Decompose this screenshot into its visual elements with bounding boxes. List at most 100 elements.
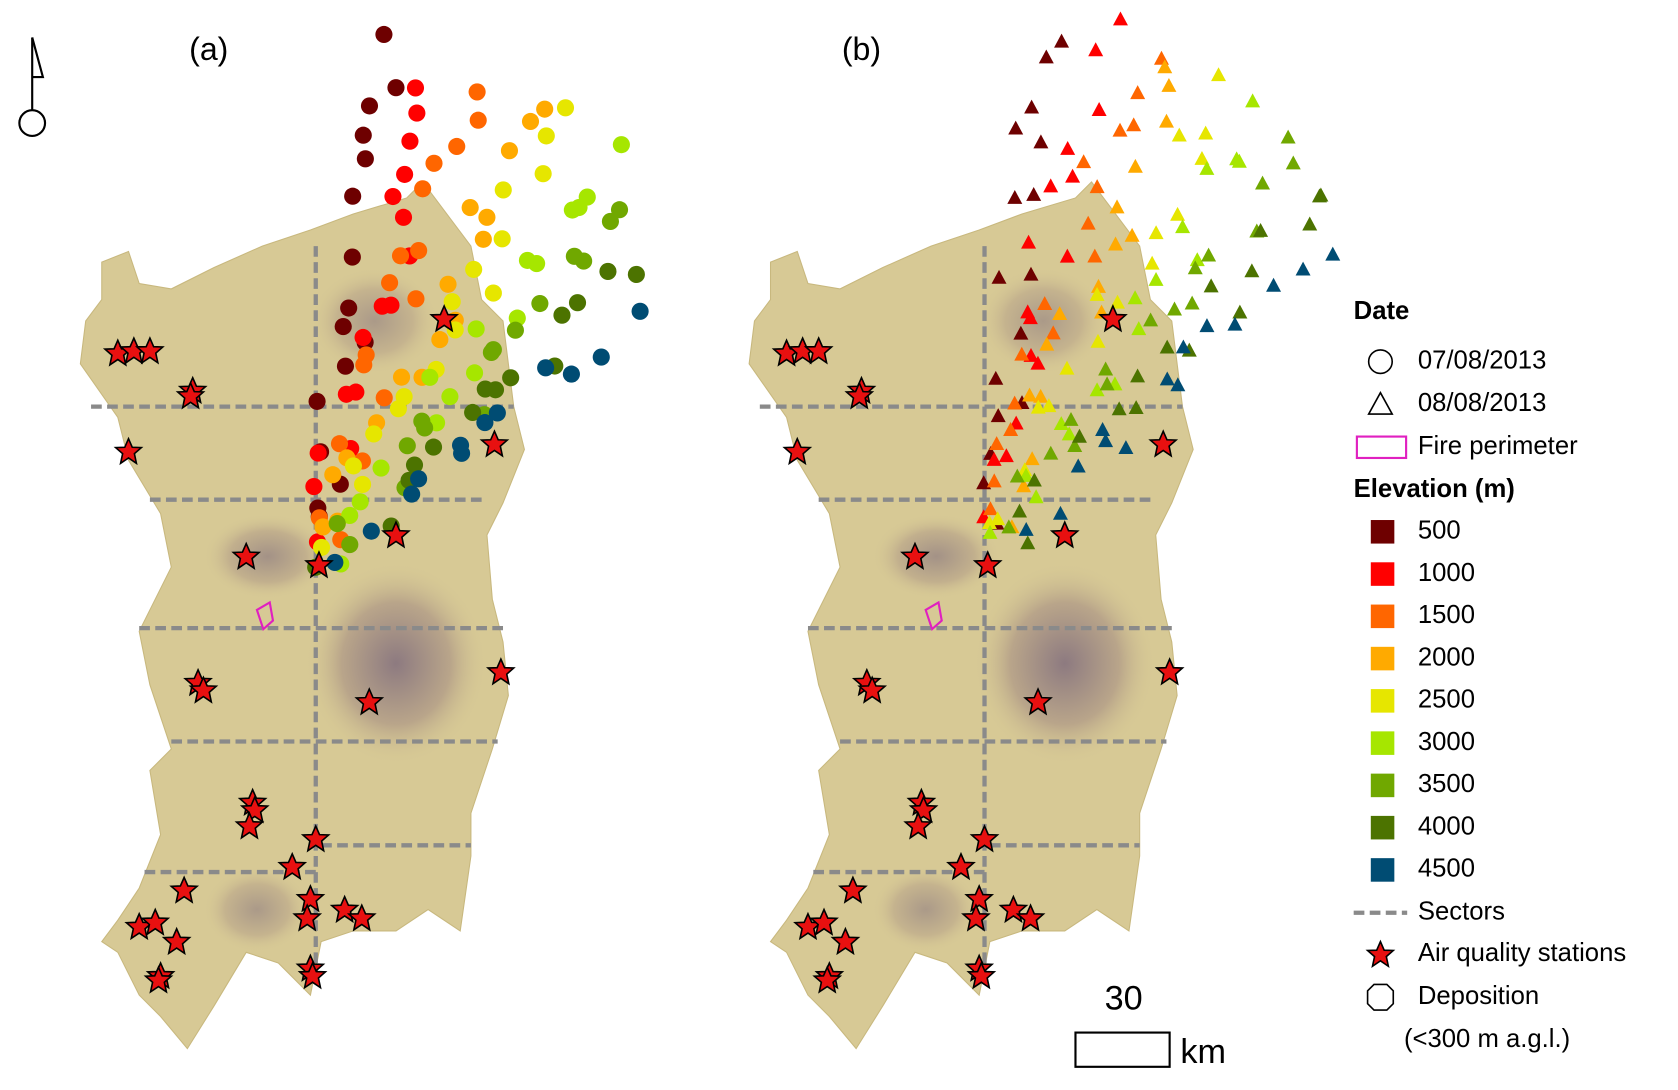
legend-swatch [1370, 858, 1395, 882]
trajectory-point [1026, 472, 1042, 487]
trajectory-point [1061, 426, 1077, 441]
legend-swatch [1370, 562, 1395, 586]
trajectory-point [1203, 278, 1219, 293]
trajectory-point [1041, 398, 1057, 413]
trajectory-point [1227, 316, 1243, 331]
trajectory-point [1109, 199, 1125, 214]
trajectory-point [410, 241, 428, 260]
trajectories-a [305, 25, 649, 576]
trajectory-point [500, 142, 519, 160]
trajectory-point [494, 181, 512, 199]
trajectory-point [1098, 433, 1114, 448]
trajectory-point [1311, 188, 1327, 203]
legend-label: 07/08/2013 [1418, 346, 1547, 374]
trajectory-point [1148, 225, 1164, 240]
trajectory-point [1063, 412, 1079, 426]
trajectory-point [424, 438, 443, 456]
trajectory-point [1071, 428, 1087, 443]
trajectory-point [1067, 438, 1083, 453]
trajectory-point [476, 380, 494, 398]
trajectory-point [1088, 42, 1104, 57]
trajectory-point [1199, 318, 1215, 333]
trajectory-point [478, 208, 496, 226]
scale-value: 30 [1105, 980, 1143, 1018]
legend-label: 1500 [1418, 601, 1475, 629]
trajectory-point [1110, 294, 1125, 309]
trajectory-point [1159, 339, 1175, 354]
trajectory-point [1030, 355, 1046, 370]
trajectory-point [343, 248, 361, 266]
trajectory-point [1022, 387, 1038, 402]
trajectory-point [394, 208, 413, 226]
trajectory-point [441, 388, 459, 406]
trajectory-point [1128, 400, 1144, 414]
trajectory-point [1045, 325, 1061, 340]
trajectory-point [1175, 339, 1191, 354]
trajectory-point [612, 136, 630, 154]
trajectory-point [1285, 155, 1301, 170]
trajectory-point [986, 451, 1002, 466]
legend-label: 3000 [1418, 728, 1475, 756]
trajectory-point [1118, 440, 1134, 455]
trajectory-point [1024, 451, 1040, 466]
trajectory-point [1007, 189, 1023, 204]
legend-label: 08/08/2013 [1418, 389, 1547, 417]
trajectory-point [360, 97, 379, 115]
trajectory-point [334, 318, 352, 336]
trajectory-point [1167, 301, 1182, 316]
trajectory-point [413, 412, 431, 430]
trajectory-point [1023, 266, 1039, 281]
trajectory-point [474, 230, 492, 248]
trajectory-point [340, 299, 358, 317]
trajectory-point [443, 293, 461, 311]
trajectory-point [1043, 178, 1059, 193]
trajectory-point [353, 475, 372, 494]
trajectory-point [410, 470, 428, 488]
trajectory-point [518, 251, 536, 269]
trajectory-point [308, 392, 326, 410]
trajectory-point [601, 212, 619, 230]
trajectory-point [1003, 422, 1019, 436]
legend-swatch [1370, 520, 1395, 544]
trajectory-point [326, 553, 344, 571]
legend-title: Date [1354, 297, 1410, 325]
trajectory-point [355, 356, 373, 374]
trajectory-point [468, 83, 486, 101]
trajectory-point [1148, 271, 1164, 286]
trajectory-point [1001, 519, 1017, 534]
trajectory-point [568, 294, 587, 312]
trajectory-point [1098, 361, 1114, 376]
trajectory-point [553, 306, 571, 324]
trajectory-point [627, 265, 645, 283]
legend-swatch [1370, 815, 1395, 840]
trajectory-point [1231, 153, 1247, 168]
legend-label: Air quality stations [1418, 939, 1626, 967]
trajectory-point [312, 538, 331, 556]
panel-label: (b) [842, 31, 881, 67]
trajectory-point [341, 506, 359, 525]
trajectory-point [599, 262, 617, 281]
trajectory-point [1089, 382, 1105, 397]
trajectory-point [990, 511, 1006, 526]
trajectory-point [354, 126, 372, 144]
trajectory-point [351, 493, 369, 511]
trajectory-point [396, 165, 414, 183]
trajectory-point [1020, 535, 1036, 550]
trajectory-point [324, 466, 342, 484]
trajectory-point [1033, 134, 1049, 149]
trajectory-point [610, 201, 629, 219]
trajectory-point [1255, 175, 1271, 190]
trajectory-point [982, 524, 998, 539]
scale-bar: 30 km [1074, 980, 1226, 1071]
legend-swatch [1370, 689, 1395, 713]
trajectory-point [414, 180, 432, 198]
trajectory-point [1053, 416, 1069, 431]
trajectory-point [1171, 127, 1187, 142]
legend-label: Sectors [1418, 898, 1505, 926]
trajectory-point [1159, 113, 1174, 128]
trajectory-point [403, 485, 421, 503]
trajectory-point [1043, 445, 1059, 460]
legend-swatch [1370, 731, 1395, 755]
trajectory-point [431, 331, 449, 349]
